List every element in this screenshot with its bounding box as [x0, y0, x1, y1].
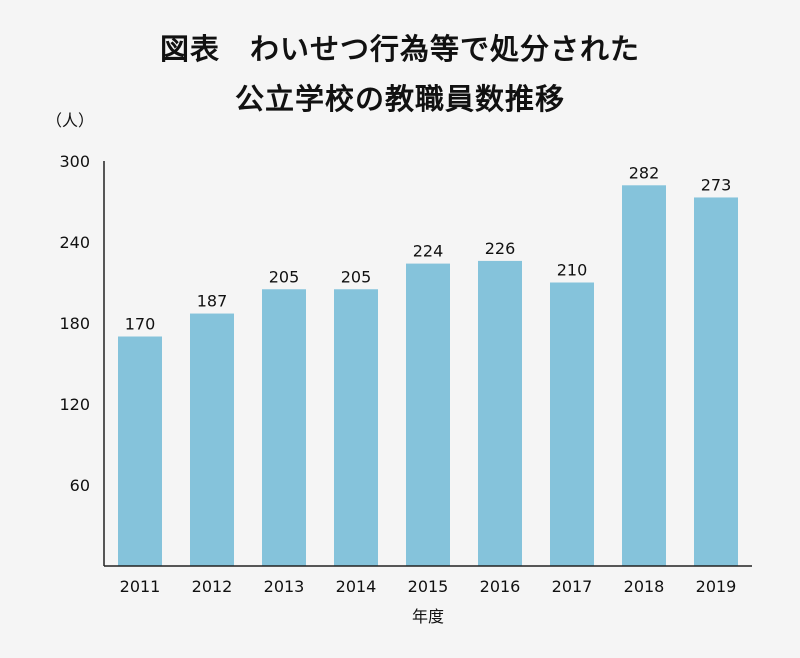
y-tick-label: 60	[70, 476, 90, 495]
y-tick-label: 120	[59, 395, 90, 414]
bar	[262, 289, 306, 566]
bar	[334, 289, 378, 566]
x-tick-label: 2019	[696, 577, 737, 596]
x-tick-label: 2013	[264, 577, 305, 596]
bar	[190, 313, 234, 566]
bar	[694, 197, 738, 566]
bar	[406, 263, 450, 566]
bar	[550, 282, 594, 566]
bar-value-label: 226	[485, 239, 516, 258]
x-tick-label: 2015	[408, 577, 449, 596]
bar-value-label: 205	[269, 267, 300, 286]
bar-value-label: 205	[341, 267, 372, 286]
bar-value-label: 170	[125, 315, 156, 334]
x-tick-label: 2018	[624, 577, 665, 596]
x-tick-label: 2017	[552, 577, 593, 596]
bar	[478, 260, 522, 566]
y-tick-label: 180	[59, 314, 90, 333]
y-axis-label: （人）	[46, 111, 94, 130]
y-tick-label: 240	[59, 233, 90, 252]
y-tick-label: 300	[59, 152, 90, 171]
x-tick-label: 2012	[192, 577, 233, 596]
bar-value-label: 273	[701, 175, 732, 194]
bar-value-label: 187	[197, 292, 228, 311]
x-tick-label: 2011	[120, 577, 161, 596]
bar-value-label: 210	[557, 261, 588, 280]
chart-title-line-1: 図表 わいせつ行為等で処分された	[159, 32, 640, 66]
x-axis-label: 年度	[412, 607, 444, 626]
bar-value-label: 282	[629, 163, 660, 182]
bar	[622, 185, 666, 567]
bar	[118, 336, 162, 566]
chart-title-line-2: 公立学校の教職員数推移	[234, 82, 565, 116]
bar-value-label: 224	[413, 242, 444, 261]
x-tick-label: 2016	[480, 577, 521, 596]
x-tick-label: 2014	[336, 577, 377, 596]
